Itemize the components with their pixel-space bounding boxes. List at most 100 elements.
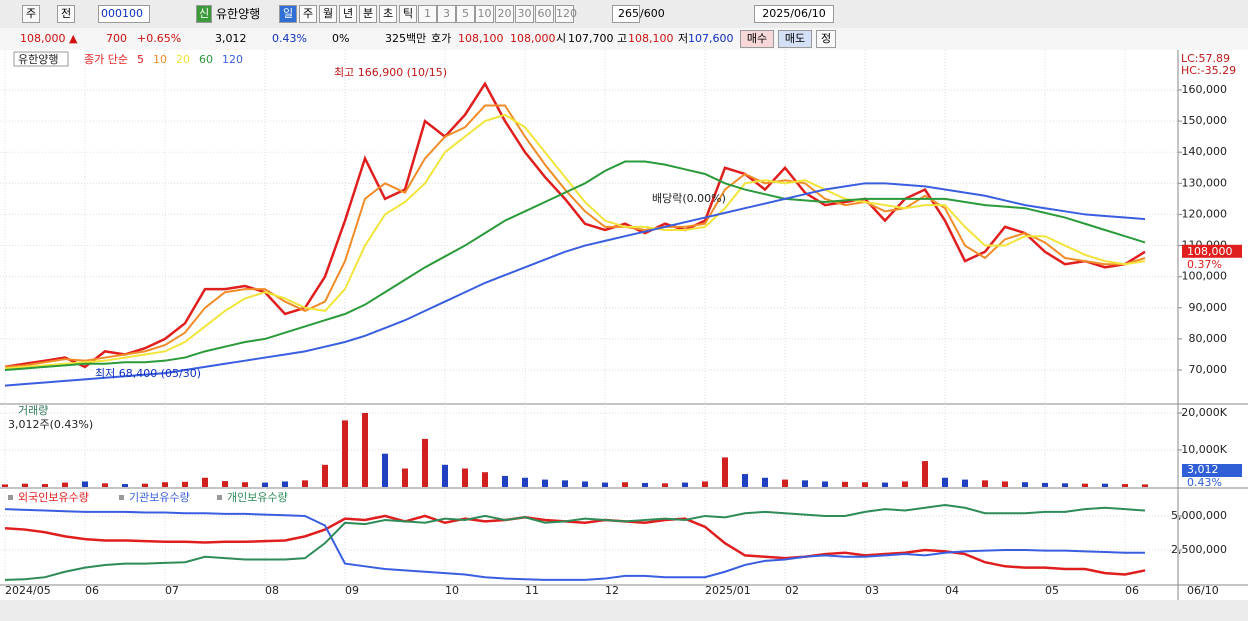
y-tick-label: 130,000 [1182, 176, 1228, 189]
title-box [13, 51, 69, 67]
panel-subtitle: 3,012주(0.43%) [8, 418, 93, 431]
period-button[interactable]: 틱 [399, 5, 417, 23]
type-button[interactable]: 주 [22, 5, 40, 23]
volume-bar [1082, 483, 1088, 487]
count-max: /600 [640, 7, 665, 20]
code-input[interactable]: 000100 [98, 5, 150, 23]
legend-item: 120 [222, 53, 243, 66]
volume-bar [522, 477, 528, 487]
interval-button[interactable]: 60 [535, 5, 554, 23]
annotation: 배당락(0.00%) [652, 192, 726, 205]
volume-bar [582, 481, 588, 487]
type-button[interactable]: 전 [57, 5, 75, 23]
series-line [4, 104, 1146, 368]
legend-item: 60 [199, 53, 213, 66]
volume-bar [802, 480, 808, 487]
series-line [4, 160, 1146, 372]
ratio: 0% [332, 32, 350, 45]
x-tick-label: 12 [605, 584, 619, 597]
volume-bar [422, 438, 428, 487]
legend-swatch [119, 495, 124, 500]
interval-button[interactable]: 1 [418, 5, 437, 23]
interval-button[interactable]: 30 [515, 5, 534, 23]
sell-button[interactable]: 매도 [778, 30, 812, 48]
period-button[interactable]: 초 [379, 5, 397, 23]
y-tick-label: 100,000 [1182, 270, 1228, 283]
high-label: 고 [617, 32, 628, 45]
price-tag-label: 108,000 [1187, 245, 1233, 258]
y-tick-label: 140,000 [1182, 145, 1228, 158]
period-button[interactable]: 주 [299, 5, 317, 23]
volume-bar [382, 453, 388, 487]
period-button[interactable]: 분 [359, 5, 377, 23]
x-tick-label: 11 [525, 584, 539, 597]
volume-bar [822, 481, 828, 487]
volume-bar [982, 480, 988, 487]
volume-bar [482, 472, 488, 487]
volume-bar [22, 483, 28, 487]
count[interactable]: 265 [612, 5, 640, 23]
x-tick-label: 05 [1045, 584, 1059, 597]
volume-bar [562, 480, 568, 487]
interval-button[interactable]: 120 [555, 5, 577, 23]
volume-bar [1102, 483, 1108, 487]
x-tick-label: 02 [785, 584, 799, 597]
legend-swatch [217, 495, 222, 500]
y-tick-label: 120,000 [1182, 207, 1228, 220]
volume-bar [622, 482, 628, 487]
series-line [4, 182, 1146, 387]
volume-bar [1142, 484, 1148, 487]
volume-bar [442, 464, 448, 487]
buy-button[interactable]: 매수 [740, 30, 774, 48]
volume-bar [2, 484, 8, 487]
legend-item: 5 [137, 53, 144, 66]
volume-bar [322, 464, 328, 487]
price-tag [1182, 244, 1242, 258]
volume: 3,012 [215, 32, 247, 45]
stock-name: 유한양행 [216, 7, 261, 21]
x-tick-label: 2024/05 [5, 584, 51, 597]
annotation: 최저 68,400 (05/30) [95, 367, 201, 380]
volume-bar [542, 479, 548, 487]
legend-item: 외국인보유수량 [18, 491, 89, 504]
y-tick-label: 70,000 [1189, 363, 1228, 376]
x-tick-label: 07 [165, 584, 179, 597]
legend-prefix: 종가 단순 [84, 53, 128, 66]
volume-bar [182, 481, 188, 487]
ask-label: 호가 [431, 32, 452, 45]
chart-bg [0, 50, 1248, 621]
interval-button[interactable]: 3 [437, 5, 456, 23]
quote-bar: 108,000 ▲ 700 +0.65% 3,012 0.43% 0% 325백… [0, 28, 1248, 51]
period-button[interactable]: 월 [319, 5, 337, 23]
volume-bar [462, 468, 468, 487]
volume-bar [222, 481, 228, 487]
volume-bar [842, 481, 848, 487]
volume-bar [1122, 484, 1128, 487]
volume-bar [762, 477, 768, 487]
period-button[interactable]: 일 [279, 5, 297, 23]
interval-button[interactable]: 5 [456, 5, 475, 23]
legend-item: 10 [153, 53, 167, 66]
volume-bar [202, 477, 208, 487]
amount: 325백만 [385, 32, 427, 45]
volume-bar [362, 412, 368, 487]
y-tick-label: 150,000 [1182, 114, 1228, 127]
x-tick-label: 10 [445, 584, 459, 597]
indicator: LC:57.89 [1181, 52, 1230, 65]
period-button[interactable]: 년 [339, 5, 357, 23]
interval-button[interactable]: 10 [475, 5, 494, 23]
volume-bar [902, 481, 908, 487]
volume-bar [42, 484, 48, 487]
rate: +0.65% [137, 32, 182, 45]
badge: 신 [196, 5, 212, 23]
correct-button[interactable]: 정 [816, 30, 836, 48]
volume-bar [662, 483, 668, 487]
volume-bar [142, 483, 148, 487]
date-input[interactable]: 2025/06/10 [754, 5, 834, 23]
volume-bar [82, 481, 88, 487]
y-tick-label: 20,000K [1181, 406, 1227, 419]
scrollbar[interactable] [0, 600, 1248, 621]
interval-button[interactable]: 20 [495, 5, 514, 23]
volume-tag [1182, 464, 1242, 477]
